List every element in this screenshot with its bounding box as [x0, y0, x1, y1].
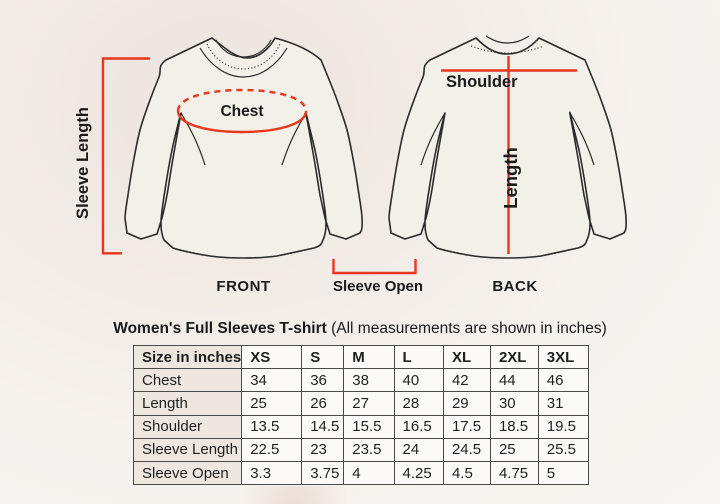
svg-text:Chest: Chest — [220, 103, 263, 120]
svg-text:BACK: BACK — [492, 278, 537, 295]
svg-text:Shoulder: Shoulder — [446, 73, 518, 91]
svg-text:FRONT: FRONT — [216, 278, 270, 295]
svg-text:Length: Length — [500, 147, 521, 209]
svg-text:Sleeve Length: Sleeve Length — [74, 107, 92, 219]
svg-text:Sleeve Open: Sleeve Open — [333, 278, 423, 295]
